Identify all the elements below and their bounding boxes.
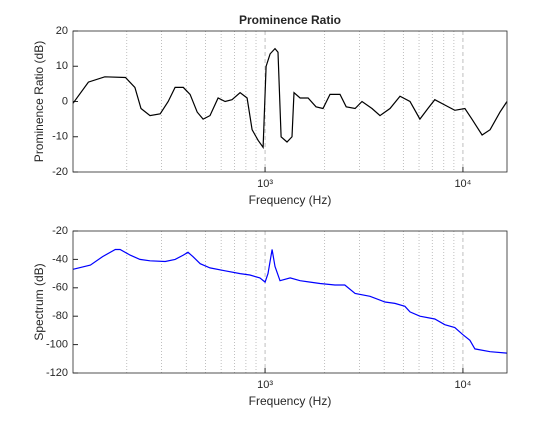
x-axis-label: Frequency (Hz) bbox=[249, 394, 332, 408]
y-tick-label: -20 bbox=[52, 225, 68, 237]
y-axis-label: Prominence Ratio (dB) bbox=[32, 41, 46, 162]
data-line bbox=[72, 248, 508, 354]
axes-box bbox=[72, 30, 508, 173]
y-tick-label: 20 bbox=[56, 25, 68, 37]
y-tick-label: -40 bbox=[52, 253, 68, 265]
x-tick-label: 10³ bbox=[257, 379, 273, 391]
plot-area bbox=[73, 231, 507, 373]
y-tick-label: -80 bbox=[52, 310, 68, 322]
y-axis-label: Spectrum (dB) bbox=[32, 263, 46, 340]
y-tick-label: -20 bbox=[52, 166, 68, 178]
axes-box bbox=[72, 230, 508, 374]
y-tick-label: 0 bbox=[62, 95, 68, 107]
x-tick-label: 10⁴ bbox=[454, 379, 471, 391]
data-line bbox=[72, 47, 508, 150]
plot-area bbox=[73, 31, 507, 172]
chart-title: Prominence Ratio bbox=[239, 13, 341, 27]
x-axis-label: Frequency (Hz) bbox=[249, 193, 332, 207]
y-tick-label: -120 bbox=[46, 367, 68, 379]
x-tick-label: 10⁴ bbox=[454, 178, 471, 190]
x-tick-label: 10³ bbox=[257, 178, 273, 190]
y-tick-label: 10 bbox=[56, 60, 68, 72]
y-tick-label: -100 bbox=[46, 339, 68, 351]
y-tick-label: -60 bbox=[52, 282, 68, 294]
y-tick-label: -10 bbox=[52, 131, 68, 143]
